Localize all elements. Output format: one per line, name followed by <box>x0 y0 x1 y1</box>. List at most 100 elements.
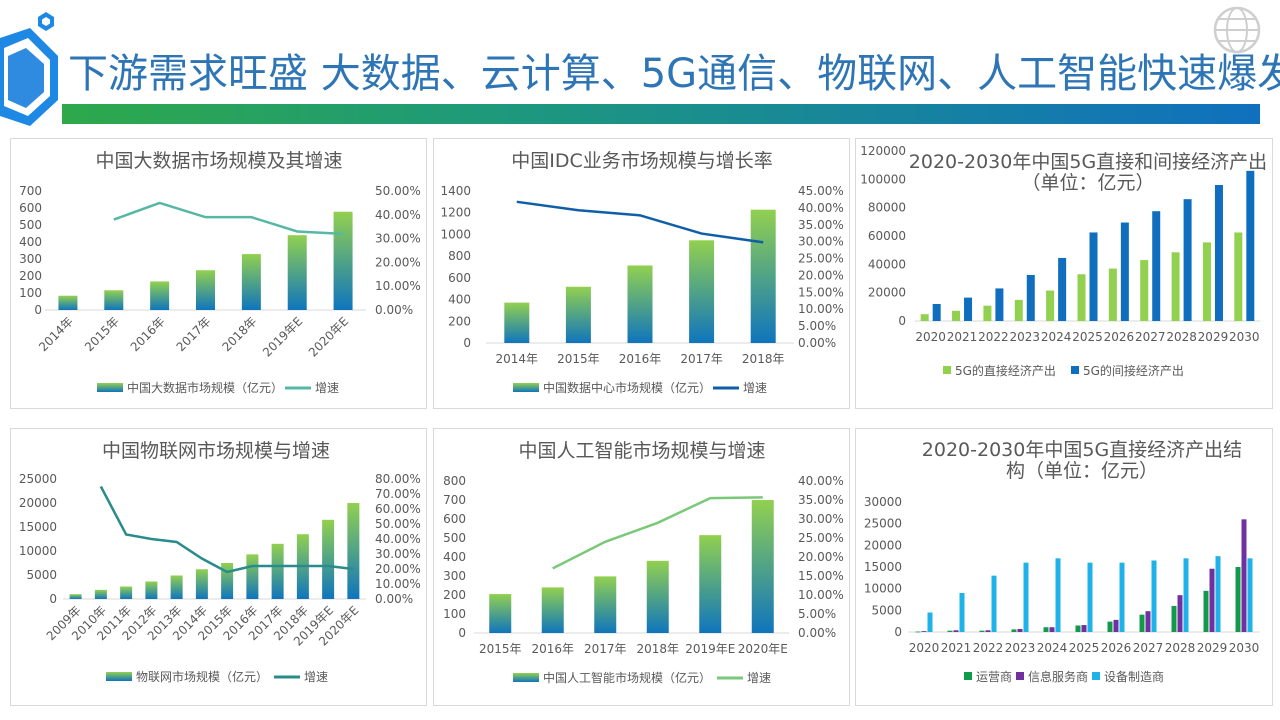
bar <box>1055 558 1061 632</box>
panel-iot: 中国物联网市场规模与增速 0 5000 10000 15000 20000 25000 0.0… <box>10 428 427 706</box>
y-tick-label: 0 <box>898 314 906 328</box>
bar <box>1113 619 1119 632</box>
y-tick-label: 0 <box>463 336 471 350</box>
bar <box>1120 222 1129 321</box>
y2-tick-label: 20.00% <box>798 550 844 564</box>
y2-tick-label: 20.00% <box>798 268 844 282</box>
bar <box>1139 614 1145 632</box>
bar <box>1183 558 1189 632</box>
hexagon-logo-icon <box>0 12 58 126</box>
y2-tick-label: 30.00% <box>798 235 844 249</box>
bar <box>195 569 208 599</box>
y2-tick-label: 10.00% <box>798 302 844 316</box>
bar <box>120 586 133 599</box>
x-tick-label: 2030 <box>1229 641 1260 655</box>
y2-tick-label: 10.00% <box>375 279 421 293</box>
x-tick-label: 2016年 <box>619 352 662 366</box>
bar <box>689 240 715 343</box>
bar <box>751 500 774 633</box>
y-tick-label: 10000 <box>864 582 902 596</box>
y-tick-label: 100 <box>19 286 42 300</box>
bar <box>1026 274 1035 321</box>
bar <box>246 554 259 599</box>
x-tick-label: 2025 <box>1072 330 1103 344</box>
bar <box>1235 567 1241 632</box>
y2-tick-label: 35.00% <box>798 218 844 232</box>
bar <box>1214 185 1223 321</box>
y-tick-label: 300 <box>443 569 466 583</box>
chart-title: 2020-2030年中国5G直接经济产出结 <box>922 439 1242 461</box>
y2-tick-label: 80.00% <box>375 472 421 486</box>
y2-tick-label: 50.00% <box>375 184 421 198</box>
y2-tick-label: 0.00% <box>375 303 413 317</box>
page-title: 下游需求旺盛 大数据、云计算、5G通信、物联网、人工智能快速爆发 <box>68 51 1280 97</box>
bar <box>1014 299 1023 321</box>
x-tick-label: 2023 <box>1009 330 1040 344</box>
title-underline-band <box>62 104 1260 124</box>
x-tick-label: 2017年 <box>680 352 723 366</box>
bar <box>271 543 284 599</box>
bar <box>1241 519 1247 632</box>
y-tick-label: 40000 <box>868 257 906 271</box>
y-tick-label: 700 <box>443 493 466 507</box>
bar <box>1171 606 1177 632</box>
bar <box>991 575 997 632</box>
bar <box>541 587 564 633</box>
y2-tick-label: 40.00% <box>798 201 844 215</box>
x-tick-label: 2017年 <box>584 642 627 656</box>
legend-label: 物联网市场规模（亿元） <box>136 669 268 684</box>
y-tick-label: 120000 <box>860 144 906 158</box>
legend-label: 5G的直接经济产出 <box>955 363 1056 378</box>
x-tick-label: 2020年E <box>738 642 788 656</box>
bar <box>1107 621 1113 632</box>
bar <box>1202 242 1211 321</box>
y2-tick-label: 40.00% <box>798 474 844 488</box>
bar <box>1246 170 1255 321</box>
bar <box>594 576 617 633</box>
y2-tick-label: 15.00% <box>798 569 844 583</box>
bar <box>983 305 992 321</box>
y-tick-label: 30000 <box>864 495 902 509</box>
y2-tick-label: 70.00% <box>375 487 421 501</box>
bar <box>287 235 307 310</box>
chart-title: 中国IDC业务市场规模与增长率 <box>511 150 773 172</box>
y-tick-label: 10000 <box>19 544 57 558</box>
panel-big-data: 中国大数据市场规模及其增速 0 100 200 300 400 500 600 700 0.00%… <box>10 138 427 409</box>
x-tick-label: 2015年 <box>82 314 122 354</box>
y-tick-label: 400 <box>443 550 466 564</box>
x-tick-label: 2028 <box>1165 641 1196 655</box>
bar <box>322 519 335 599</box>
y-tick-label: 20000 <box>864 538 902 552</box>
y-tick-label: 1400 <box>440 184 471 198</box>
bar <box>995 288 1004 321</box>
x-tick-label: 2020 <box>915 330 946 344</box>
x-tick-label: 2022 <box>978 330 1009 344</box>
bar <box>69 594 82 599</box>
y-tick-label: 5000 <box>26 568 57 582</box>
growth-line <box>516 200 764 244</box>
chart-title: 中国人工智能市场规模与增速 <box>518 440 765 462</box>
x-tick-label: 2019年E <box>260 314 305 359</box>
y-tick-label: 25000 <box>864 517 902 531</box>
bar <box>170 575 183 599</box>
y-tick-label: 500 <box>19 218 42 232</box>
legend-label: 中国大数据市场规模（亿元） <box>127 380 283 395</box>
y2-tick-label: 5.00% <box>798 607 836 621</box>
bar <box>1140 260 1149 321</box>
bar <box>952 310 961 321</box>
legend-swatch <box>1092 672 1100 680</box>
y2-tick-label: 30.00% <box>375 547 421 561</box>
bar <box>1151 560 1157 632</box>
bar <box>1152 211 1161 321</box>
y-tick-label: 400 <box>19 235 42 249</box>
y-tick-label: 200 <box>443 588 466 602</box>
bar <box>489 594 512 633</box>
bar <box>964 297 973 321</box>
bar <box>750 209 776 343</box>
growth-line <box>113 201 344 236</box>
x-tick-label: 2020 <box>909 641 940 655</box>
y2-tick-label: 30.00% <box>375 232 421 246</box>
bar <box>1171 252 1180 321</box>
x-tick-label: 2016年 <box>128 314 168 354</box>
x-tick-label: 2029 <box>1198 330 1229 344</box>
